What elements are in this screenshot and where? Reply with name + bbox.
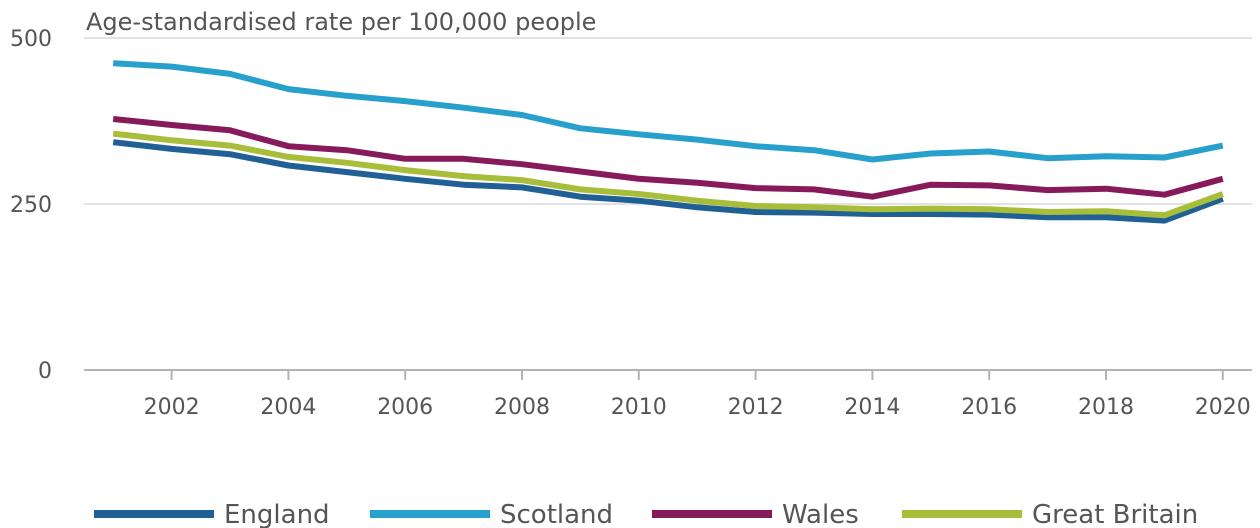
x-tick-label: 2018 xyxy=(1078,395,1134,420)
legend-item: England xyxy=(94,500,330,528)
x-tick-label: 2004 xyxy=(260,395,316,420)
legend-label: Scotland xyxy=(500,500,613,528)
y-axis-title: Age-standardised rate per 100,000 people xyxy=(86,8,596,36)
legend-label: Wales xyxy=(782,500,859,528)
x-axis: 2002 2004 2006 2008 2010 2012 2014 2016 2018 2020 xyxy=(84,369,1252,420)
x-tick-label: 2006 xyxy=(377,395,433,420)
y-tick-label: 250 xyxy=(10,193,52,218)
x-tick-label: 2020 xyxy=(1195,395,1251,420)
x-tick-label: 2002 xyxy=(144,395,200,420)
x-tick-label: 2014 xyxy=(844,395,900,420)
x-tick-label: 2008 xyxy=(494,395,550,420)
legend-label: England xyxy=(224,500,330,528)
series-line-great-britain xyxy=(112,130,1224,219)
legend-label: Great Britain xyxy=(1032,500,1198,528)
x-tick-label: 2012 xyxy=(728,395,784,420)
y-axis: 0 250 500 xyxy=(10,27,52,384)
legend-item: Scotland xyxy=(370,500,613,528)
y-tick-label: 500 xyxy=(10,27,52,52)
legend-item: Great Britain xyxy=(902,500,1198,528)
x-tick-label: 2016 xyxy=(961,395,1017,420)
series-line-wales xyxy=(112,116,1224,200)
x-tick-label: 2010 xyxy=(611,395,667,420)
legend: England Scotland Wales Great Britain xyxy=(94,500,1198,528)
series-lines xyxy=(112,60,1224,224)
legend-item: Wales xyxy=(652,500,859,528)
y-tick-label: 0 xyxy=(38,359,52,384)
series-line-england xyxy=(112,139,1224,224)
series-line-scotland xyxy=(113,60,1224,163)
